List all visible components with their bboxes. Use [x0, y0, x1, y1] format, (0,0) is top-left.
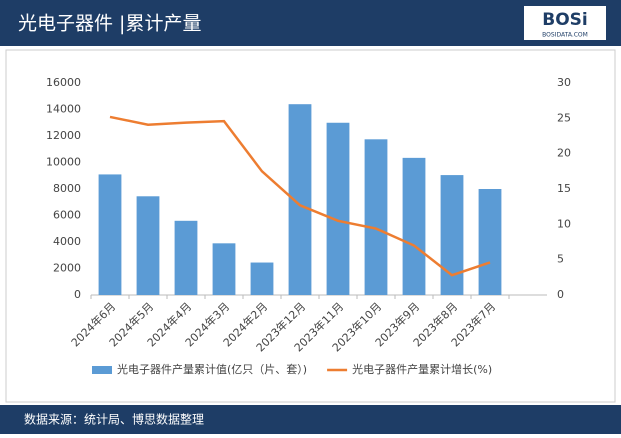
- logo-sub: BOSIDATA.COM: [542, 32, 588, 39]
- logo: BOSi: [542, 10, 587, 30]
- y2-tick-label: 20: [557, 147, 571, 160]
- y2-tick-label: 15: [557, 182, 571, 195]
- bar: [174, 220, 198, 295]
- line: [109, 115, 491, 277]
- y2-tick-label: 30: [557, 76, 571, 89]
- header-bar: [0, 0, 621, 46]
- bar: [288, 104, 312, 295]
- bar: [478, 189, 502, 295]
- bar: [136, 196, 160, 295]
- y2-tick-label: 10: [557, 217, 571, 230]
- logo-box: [524, 6, 606, 40]
- y2-tick-label: 25: [557, 111, 571, 124]
- bar: [326, 122, 350, 295]
- footer-bar: [0, 405, 621, 434]
- bar: [250, 262, 274, 295]
- bar: [402, 157, 426, 295]
- y-tick-label: 0: [74, 288, 81, 301]
- legend-label: 光电子器件产量累计增长(%): [352, 362, 492, 376]
- footer-source: 数据来源：统计局、博思数据整理: [24, 412, 204, 427]
- y-tick-label: 14000: [46, 103, 81, 116]
- header-title: 光电子器件 |累计产量: [18, 13, 201, 35]
- bar: [212, 243, 236, 295]
- chart-frame: [5, 49, 616, 403]
- y2-tick-label: 0: [557, 288, 564, 301]
- legend-swatch: [92, 366, 112, 374]
- bar: [98, 174, 122, 295]
- y-tick-label: 12000: [46, 129, 81, 142]
- bar: [440, 175, 464, 295]
- y2-tick-label: 5: [557, 253, 564, 266]
- y-tick-label: 10000: [46, 156, 81, 169]
- bar: [364, 139, 388, 295]
- y-tick-label: 16000: [46, 76, 81, 89]
- y-tick-label: 8000: [53, 182, 81, 195]
- y-tick-label: 6000: [53, 209, 81, 222]
- y-tick-label: 2000: [53, 262, 81, 275]
- legend-label: 光电子器件产量累计值(亿只（片、套）): [117, 362, 307, 376]
- y-tick-label: 4000: [53, 235, 81, 248]
